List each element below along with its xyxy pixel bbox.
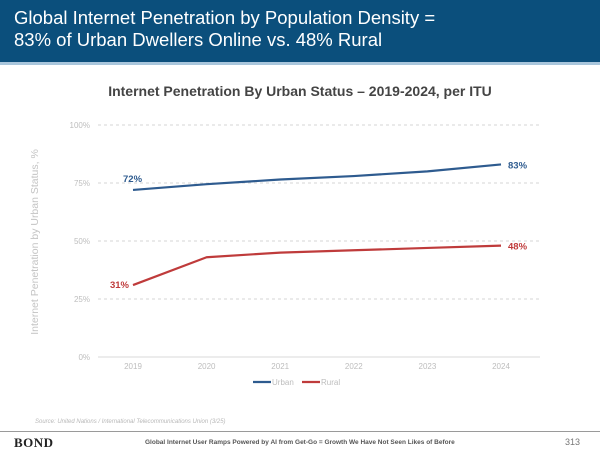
- x-tick-label: 2022: [345, 362, 363, 371]
- y-axis-label: Internet Penetration by Urban Status, %: [29, 149, 41, 335]
- chart-title: Internet Penetration By Urban Status – 2…: [108, 83, 492, 99]
- slide-title: Global Internet Penetration by Populatio…: [14, 7, 436, 50]
- footer-text: Global Internet User Ramps Powered by AI…: [145, 439, 455, 446]
- x-tick-label: 2023: [419, 362, 437, 371]
- y-tick-label: 25%: [74, 295, 90, 304]
- footer-divider: [0, 431, 600, 432]
- chart-legend: Urban Rural: [253, 378, 340, 387]
- bond-logo: BOND: [14, 435, 54, 450]
- page-number: 313: [565, 437, 581, 447]
- series-line-urban: [132, 163, 502, 192]
- source-note: Source: United Nations / International T…: [35, 419, 226, 425]
- data-label: 83%: [508, 160, 528, 171]
- y-tick-label: 50%: [74, 237, 90, 246]
- data-label: 31%: [110, 280, 130, 291]
- legend-label-urban: Urban: [272, 378, 294, 387]
- data-label: 72%: [123, 174, 143, 185]
- x-tick-label: 2021: [271, 362, 289, 371]
- line-chart: 0% 25% 50% 75% 100% 2019 2020 2021 2022 2023 2024…: [29, 121, 540, 387]
- x-tick-label: 2024: [492, 362, 510, 371]
- y-tick-label: 0%: [78, 353, 90, 362]
- x-tick-label: 2020: [198, 362, 216, 371]
- x-tick-label: 2019: [124, 362, 142, 371]
- data-label: 48%: [508, 242, 528, 253]
- legend-label-rural: Rural: [321, 378, 340, 387]
- series-line-rural: [132, 244, 502, 287]
- y-tick-label: 100%: [70, 121, 90, 130]
- slide-header: Global Internet Penetration by Populatio…: [0, 0, 600, 65]
- y-tick-label: 75%: [74, 179, 90, 188]
